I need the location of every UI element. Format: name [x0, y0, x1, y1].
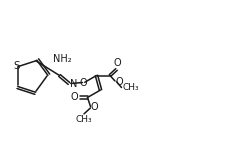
Text: CH₃: CH₃ — [122, 83, 139, 93]
Text: O: O — [80, 78, 87, 88]
Text: O: O — [91, 102, 99, 112]
Text: S: S — [13, 61, 20, 71]
Text: CH₃: CH₃ — [76, 116, 92, 124]
Text: O: O — [70, 92, 78, 102]
Text: O: O — [113, 58, 121, 68]
Text: O: O — [115, 77, 123, 87]
Text: N: N — [70, 79, 78, 89]
Text: NH₂: NH₂ — [53, 54, 72, 64]
